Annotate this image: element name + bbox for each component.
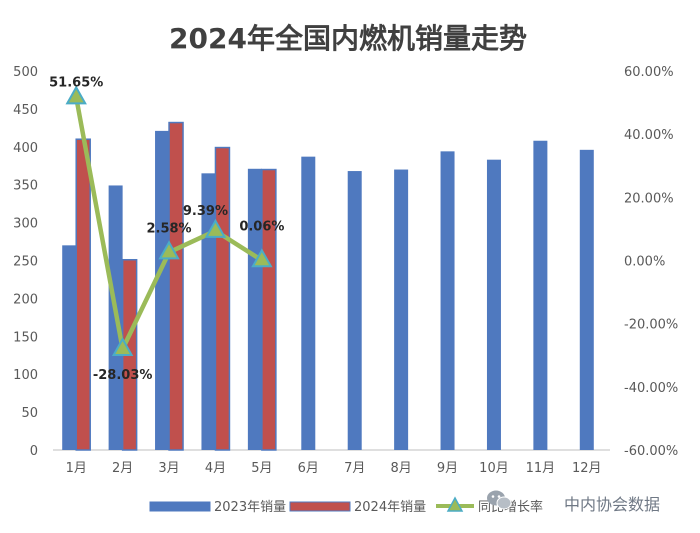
- x-tick-label: 12月: [572, 461, 602, 476]
- growth-marker: [204, 218, 227, 238]
- y-left-tick-label: 400: [13, 141, 38, 156]
- y-left-tick-label: 50: [21, 406, 38, 421]
- legend-2024-swatch: [289, 501, 351, 512]
- x-tick-label: 5月: [251, 461, 272, 476]
- bar-2023: [579, 149, 594, 450]
- y-right-tick-label: 20.00%: [624, 191, 674, 206]
- x-tick-label: 10月: [479, 461, 509, 476]
- wechat-icon: [487, 490, 512, 510]
- bar-2023: [155, 130, 170, 450]
- y-right-tick-label: 60.00%: [624, 65, 674, 80]
- bars: [62, 121, 594, 451]
- axes: 0 50 100 150 200 250 300 350 400 450 500 -60.00% -40…: [13, 65, 678, 476]
- data-labels: 51.65% -28.03% 2.58% 9.39% 0.06%: [49, 75, 284, 383]
- bar-2023: [201, 173, 216, 450]
- x-tick-label: 9月: [437, 461, 458, 476]
- growth-marker: [251, 248, 273, 268]
- chart-title: 2024年全国内燃机销量走势: [169, 22, 527, 55]
- y-left-tick-label: 500: [13, 65, 38, 80]
- growth-marker: [65, 85, 87, 105]
- bar-2023: [440, 151, 455, 450]
- growth-data-label: 51.65%: [49, 75, 103, 90]
- legend: 2023年销量 2024年销量 同比增长率: [149, 496, 543, 515]
- y-right-tick-label: -20.00%: [624, 318, 678, 333]
- x-tick-label: 2月: [112, 461, 133, 476]
- y-left-tick-label: 450: [13, 103, 38, 118]
- watermark-text: 中内协会数据: [564, 495, 660, 514]
- y-left-tick-label: 200: [13, 292, 38, 307]
- bar-2023: [347, 171, 362, 450]
- growth-line: [65, 85, 273, 357]
- legend-growth-marker: [446, 496, 464, 512]
- growth-data-label: 2.58%: [146, 221, 191, 236]
- x-tick-label: 1月: [66, 461, 87, 476]
- bar-2023: [394, 169, 409, 451]
- x-tick-label: 6月: [298, 461, 319, 476]
- y-left-tick-label: 100: [13, 368, 38, 383]
- bar-2023: [533, 140, 548, 450]
- y-right-tick-label: -40.00%: [624, 381, 678, 396]
- bar-2024: [168, 121, 184, 451]
- x-tick-label: 4月: [205, 461, 226, 476]
- growth-marker: [158, 240, 180, 260]
- x-tick-label: 7月: [344, 461, 365, 476]
- bar-2023: [247, 168, 262, 451]
- y-left-tick-label: 350: [13, 179, 38, 194]
- y-left-tick-label: 300: [13, 217, 38, 232]
- growth-marker: [111, 336, 134, 357]
- watermark: 中内协会数据: [487, 490, 660, 514]
- y-left-tick-label: 250: [13, 255, 38, 270]
- growth-data-label: 9.39%: [183, 204, 228, 219]
- legend-2023-label: 2023年销量: [214, 500, 286, 515]
- bar-2023: [301, 156, 316, 451]
- x-tick-label: 8月: [390, 461, 411, 476]
- growth-data-label: 0.06%: [239, 219, 284, 234]
- x-tick-label: 11月: [526, 461, 556, 476]
- bar-2024: [214, 146, 231, 451]
- legend-2023-swatch: [149, 501, 211, 512]
- x-tick-label: 3月: [158, 461, 179, 476]
- y-left-tick-label: 150: [13, 330, 38, 345]
- y-right-tick-label: 0.00%: [624, 255, 665, 270]
- bar-2024: [261, 168, 277, 451]
- bar-2024: [75, 138, 91, 451]
- y-right-tick-label: -60.00%: [624, 444, 678, 459]
- y-right-tick-label: 40.00%: [624, 128, 674, 143]
- legend-2024-label: 2024年销量: [354, 500, 426, 515]
- bar-2023: [62, 245, 77, 450]
- growth-data-label: -28.03%: [93, 368, 153, 383]
- bar-2023: [486, 159, 501, 450]
- y-left-tick-label: 0: [30, 444, 38, 459]
